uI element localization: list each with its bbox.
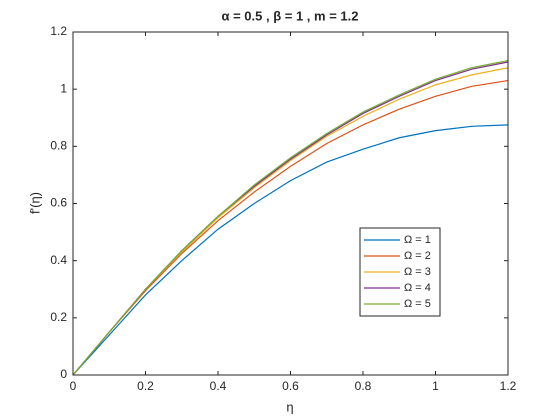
- x-tick-label: 0.8: [355, 379, 372, 393]
- x-tick-label: 0.2: [137, 379, 154, 393]
- x-tick-label: 0: [70, 379, 77, 393]
- series-line: [72, 79, 509, 376]
- legend-label: Ω = 2: [404, 250, 431, 262]
- legend-label: Ω = 3: [404, 266, 431, 278]
- legend: Ω = 1 Ω = 2 Ω = 3 Ω = 4 Ω = 5: [359, 227, 441, 317]
- legend-label: Ω = 4: [404, 282, 431, 294]
- series-line: [72, 124, 509, 376]
- legend-label: Ω = 5: [404, 298, 431, 310]
- series-line: [72, 59, 509, 376]
- axes-box: [72, 31, 509, 376]
- y-tick-label: 1.2: [50, 24, 67, 38]
- x-tick-label: 0.4: [210, 379, 227, 393]
- y-tick-label: 0.6: [50, 196, 67, 210]
- y-axis-label: f'(η): [27, 192, 42, 214]
- x-tick-label: 1.2: [500, 379, 517, 393]
- y-tick-label: 1: [60, 81, 67, 95]
- chart-title: α = 0.5 , β = 1 , m = 1.2: [222, 8, 359, 23]
- x-tick-label: 1: [432, 379, 439, 393]
- legend-label: Ω = 1: [404, 234, 431, 246]
- x-axis-label: η: [286, 399, 293, 414]
- x-tick-label: 0.6: [282, 379, 299, 393]
- y-tick-label: 0.8: [50, 139, 67, 153]
- y-tick-label: 0.2: [50, 310, 67, 324]
- y-tick-label: 0: [60, 367, 67, 381]
- y-tick-label: 0.4: [50, 253, 67, 267]
